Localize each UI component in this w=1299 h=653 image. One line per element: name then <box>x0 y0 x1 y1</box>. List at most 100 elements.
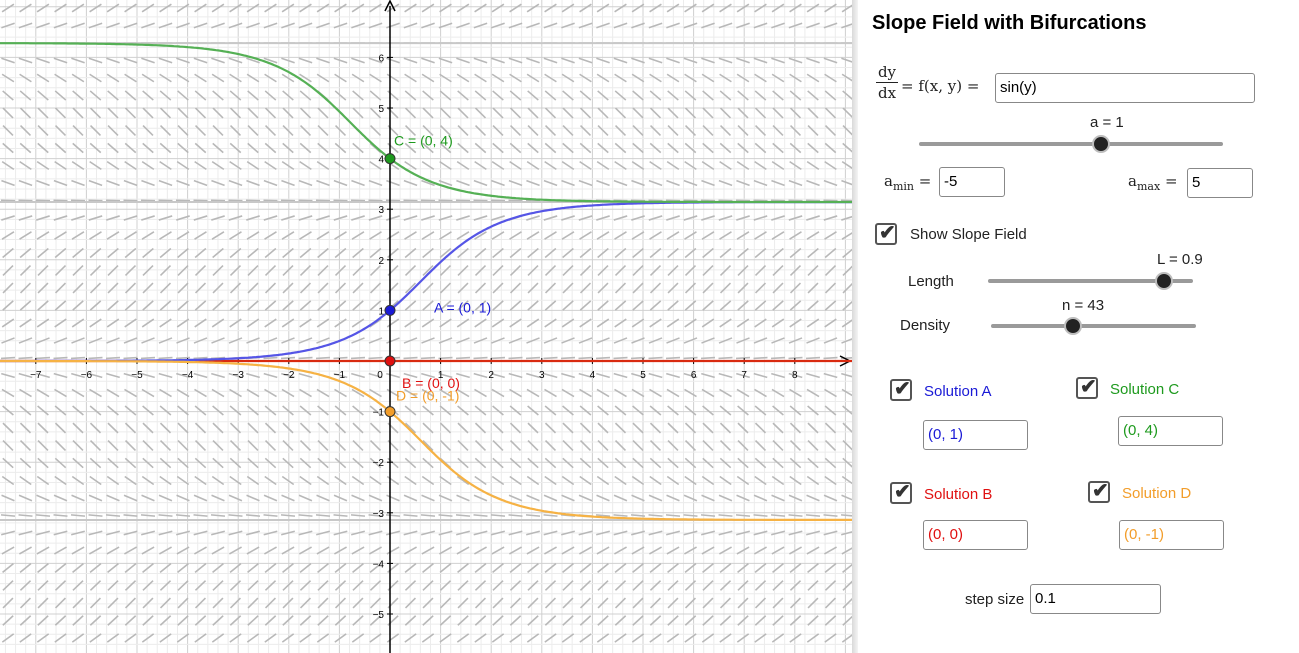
slope-segment <box>719 580 732 591</box>
slope-segment <box>824 546 837 555</box>
slope-segment <box>474 318 487 328</box>
slope-segment <box>474 615 487 626</box>
slope-segment <box>544 615 557 626</box>
slope-segment <box>789 633 802 643</box>
slope-segment <box>737 142 749 154</box>
show-slope-field-checkbox[interactable]: ✔ <box>875 222 897 245</box>
slope-segment <box>404 142 417 154</box>
slope-segment <box>124 546 137 555</box>
slope-segment <box>2 142 14 154</box>
slope-segment <box>736 3 750 13</box>
slope-segment <box>735 514 751 517</box>
slope-segment <box>422 580 434 591</box>
slope-segment <box>88 57 103 64</box>
slider-a-knob[interactable] <box>1092 135 1111 153</box>
solution-c-checkbox[interactable]: ✔ <box>1076 376 1098 399</box>
slider-a-track[interactable] <box>919 142 1223 146</box>
solution-b-checkbox[interactable]: ✔ <box>890 481 912 504</box>
slope-segment <box>141 215 155 221</box>
slope-segment <box>509 90 522 101</box>
slope-segment <box>561 475 575 486</box>
amin-label: amin = <box>884 172 932 193</box>
slope-segment <box>456 633 470 643</box>
slope-segment <box>247 439 259 452</box>
slope-segment <box>614 265 627 276</box>
slope-segment <box>71 231 85 240</box>
slope-segment <box>492 405 504 416</box>
amax-input[interactable]: 5 <box>1187 168 1253 198</box>
slope-segment <box>317 405 329 416</box>
slope-segment <box>299 580 312 591</box>
step-size-input[interactable]: 0.1 <box>1030 584 1161 614</box>
slope-segment <box>666 179 680 187</box>
slope-segment <box>89 597 102 609</box>
slope-segment <box>141 530 155 536</box>
slope-segment <box>36 546 50 555</box>
slope-segment <box>211 633 225 643</box>
solution-b-input[interactable]: (0, 0) <box>923 520 1028 550</box>
slope-segment <box>579 300 592 311</box>
solution-points[interactable]: C = (0, 4)A = (0, 1)B = (0, 0)D = (0, -1… <box>384 133 491 418</box>
slope-segment <box>457 422 469 434</box>
solution-d-input[interactable]: (0, -1) <box>1119 520 1224 550</box>
slope-segment <box>106 179 120 187</box>
slope-segment <box>595 356 611 360</box>
solution-a-checkbox[interactable]: ✔ <box>890 378 912 401</box>
slope-segment <box>824 318 837 328</box>
slope-segment <box>579 633 592 643</box>
slope-segment <box>37 597 49 609</box>
function-input[interactable]: sin(y) <box>995 73 1255 103</box>
slope-segment <box>212 142 224 154</box>
slope-segment <box>754 265 767 276</box>
length-slider-track[interactable] <box>988 279 1193 283</box>
slope-segment <box>36 318 50 328</box>
x-tick-label: 7 <box>741 370 747 381</box>
x-tick-label: −7 <box>30 370 42 381</box>
density-slider-knob[interactable] <box>1064 317 1082 335</box>
slope-segment <box>737 300 749 311</box>
slope-segment <box>666 215 680 221</box>
graph-canvas[interactable]: −7 −6 −5 −4 −3 −2 −1 0 1 2 3 4 5 6 7 8654321−1−2−3−4−5 … <box>0 0 852 653</box>
slope-segment <box>842 422 852 433</box>
slope-segment <box>614 160 627 171</box>
slope-segment <box>456 318 470 328</box>
slope-segment <box>159 633 172 643</box>
point-d[interactable] <box>384 406 396 418</box>
slope-segment <box>439 318 452 328</box>
x-tick-label: 0 <box>377 370 383 381</box>
slope-segment <box>457 282 469 294</box>
slope-segment <box>456 160 470 171</box>
slope-segment <box>298 514 313 517</box>
slope-segment <box>439 580 452 591</box>
slope-segment <box>1 57 15 64</box>
slope-segment <box>422 282 434 294</box>
solution-d-checkbox[interactable]: ✔ <box>1088 480 1110 503</box>
slope-segment <box>596 475 610 486</box>
slope-segment <box>159 597 172 609</box>
point-b[interactable] <box>384 355 396 367</box>
slope-segment <box>473 337 488 344</box>
density-slider-track[interactable] <box>991 324 1196 328</box>
slope-segment <box>632 562 644 574</box>
solution-c-input[interactable]: (0, 4) <box>1118 416 1223 446</box>
slope-segment <box>771 73 785 83</box>
slope-segment <box>299 142 312 154</box>
solution-a-input[interactable]: (0, 1) <box>923 420 1028 450</box>
slope-segment <box>88 372 103 379</box>
length-slider-knob[interactable] <box>1155 272 1174 290</box>
amin-input[interactable]: -5 <box>939 167 1005 197</box>
slope-segment <box>404 422 417 434</box>
slope-segment <box>193 337 208 344</box>
slope-segment <box>107 422 119 434</box>
x-tick-label: −4 <box>182 370 194 381</box>
slope-segment <box>334 231 347 240</box>
slope-segment <box>369 457 382 469</box>
panel-divider[interactable] <box>852 0 858 653</box>
slope-segment <box>771 179 785 187</box>
slope-segment <box>106 160 120 171</box>
slope-segment <box>54 73 67 83</box>
point-a[interactable] <box>384 304 396 316</box>
slope-segment <box>561 160 575 171</box>
slope-segment <box>369 282 382 294</box>
point-c[interactable] <box>384 153 396 165</box>
